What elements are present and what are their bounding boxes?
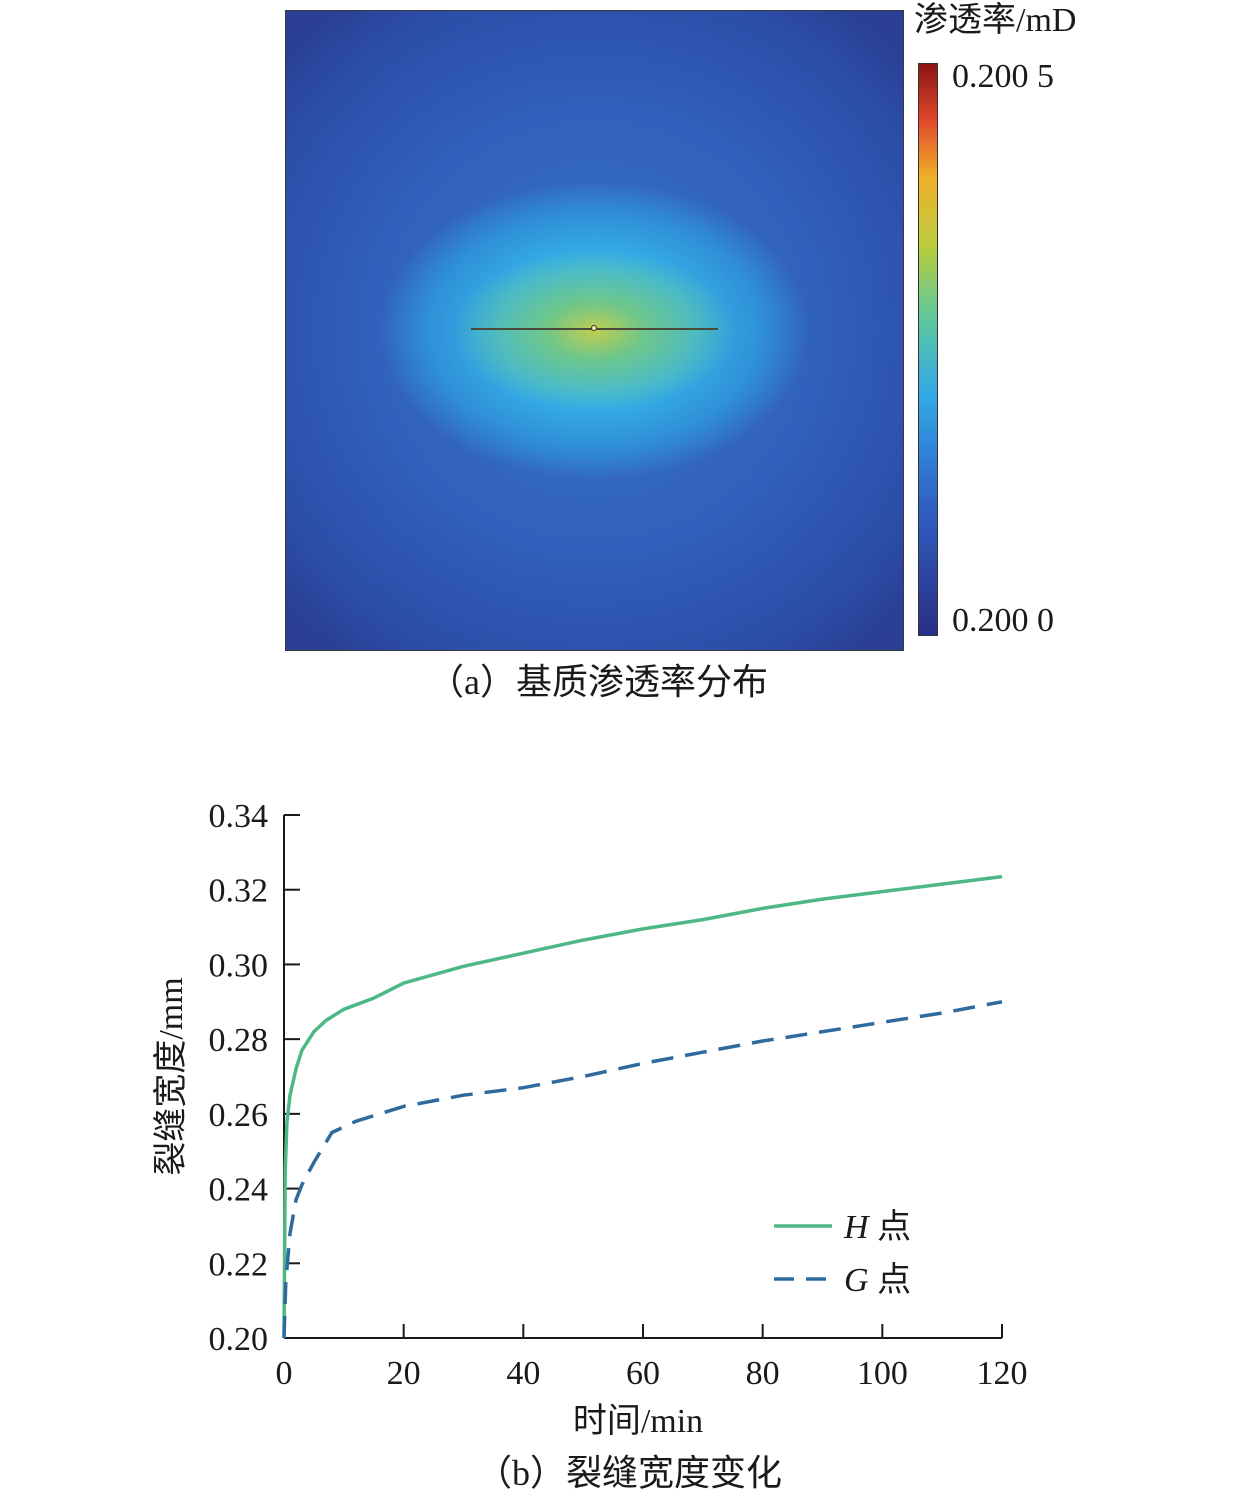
permeability-map xyxy=(285,10,904,651)
caption-a: （a）基质渗透率分布 xyxy=(428,662,768,702)
x-tick-label: 100 xyxy=(857,1355,908,1392)
x-tick-label: 80 xyxy=(746,1355,780,1392)
series-line-g xyxy=(282,1000,1003,1339)
x-tick-label: 20 xyxy=(387,1355,421,1392)
y-tick-label: 0.26 xyxy=(209,1097,269,1134)
y-tick-label: 0.28 xyxy=(209,1022,269,1059)
x-tick-label: 40 xyxy=(506,1355,540,1392)
fracture-width-chart: 0 20 40 60 80 100 120 0.20 0.22 0.24 0.26 0.28 0.30 0… xyxy=(152,798,1028,1440)
x-tick-label: 0 xyxy=(276,1355,293,1392)
y-tick-label: 0.32 xyxy=(209,873,269,910)
plot-layer: 0 20 40 60 80 100 120 0.20 0.22 0.24 0.26 0.28 0.30 0… xyxy=(152,798,1028,1440)
y-axis-title: 裂缝宽度/mm xyxy=(152,977,190,1175)
colorbar xyxy=(918,63,938,636)
colorbar-title: 渗透率/mD xyxy=(914,2,1077,39)
x-axis-title: 时间/min xyxy=(573,1403,703,1440)
legend-label-h: H 点 xyxy=(843,1208,911,1246)
y-tick-label: 0.24 xyxy=(209,1172,269,1209)
legend-label-g: G 点 xyxy=(844,1261,911,1299)
y-tick-label: 0.34 xyxy=(209,798,269,835)
y-tick-label: 0.30 xyxy=(209,947,269,984)
colorbar-max-label: 0.200 5 xyxy=(952,58,1054,95)
y-tick-label: 0.20 xyxy=(209,1321,269,1358)
y-tick-label: 0.22 xyxy=(209,1246,269,1283)
series-line-h xyxy=(282,874,1003,1339)
fracture-center-point xyxy=(591,325,597,331)
colorbar-min-label: 0.200 0 xyxy=(952,602,1054,639)
x-tick-label: 120 xyxy=(977,1355,1028,1392)
x-tick-label: 60 xyxy=(626,1355,660,1392)
caption-b: （b）裂缝宽度变化 xyxy=(476,1453,783,1493)
